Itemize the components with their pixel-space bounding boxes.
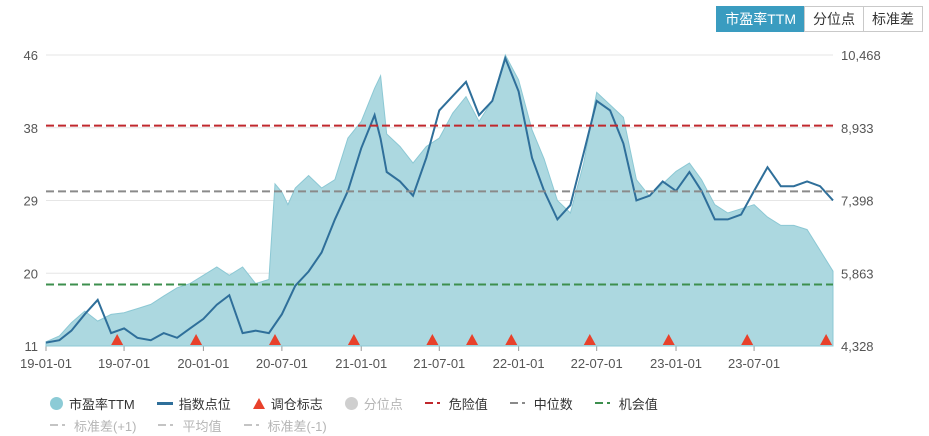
x-tick-label: 19-07-01 bbox=[98, 356, 150, 371]
y-right-tick-label: 4,328 bbox=[841, 339, 874, 354]
legend-item[interactable]: 指数点位 bbox=[156, 394, 231, 413]
rebalance-marker bbox=[662, 334, 675, 345]
legend-item[interactable]: 危险值 bbox=[424, 394, 488, 413]
rebalance-marker bbox=[268, 334, 281, 345]
y-left-tick-label: 46 bbox=[24, 48, 38, 63]
rebalance-marker bbox=[426, 334, 439, 345]
rebalance-marker bbox=[583, 334, 596, 345]
x-tick-label: 21-07-01 bbox=[413, 356, 465, 371]
legend-item[interactable]: 分位点 bbox=[344, 394, 403, 413]
chart-legend: 市盈率TTM 指数点位 调仓标志 分位点 危险值 中位数 机会值 标准差(+1) 平均值 标准差… bbox=[50, 392, 910, 436]
index-line bbox=[45, 55, 834, 344]
tab-percentile[interactable]: 分位点 bbox=[804, 6, 864, 32]
legend-item[interactable]: 中位数 bbox=[509, 394, 573, 413]
y-left-tick-label: 29 bbox=[24, 194, 38, 209]
legend-item[interactable]: 标准差(-1) bbox=[243, 416, 327, 435]
legend-label: 指数点位 bbox=[178, 396, 231, 412]
legend-label: 分位点 bbox=[363, 396, 403, 412]
legend-dot-icon bbox=[344, 396, 358, 410]
pe-ttm-area bbox=[45, 53, 834, 347]
legend-dashdot-icon bbox=[424, 402, 443, 404]
metric-toggle: 市盈率TTM 分位点 标准差 bbox=[716, 6, 923, 32]
legend-line-icon bbox=[156, 401, 173, 405]
rebalance-marker bbox=[505, 334, 518, 345]
legend-label: 机会值 bbox=[618, 396, 658, 412]
tab-std-dev[interactable]: 标准差 bbox=[863, 6, 923, 32]
x-tick-label: 23-01-01 bbox=[650, 356, 702, 371]
rebalance-marker bbox=[347, 334, 360, 345]
rebalance-marker bbox=[820, 334, 833, 345]
y-right-tick-label: 8,933 bbox=[841, 121, 874, 136]
legend-item[interactable]: 平均值 bbox=[158, 416, 222, 435]
x-tick-label: 21-01-01 bbox=[335, 356, 387, 371]
legend-label: 中位数 bbox=[533, 396, 573, 412]
legend-triangle-icon bbox=[252, 397, 265, 409]
x-tick-label: 22-01-01 bbox=[493, 356, 545, 371]
rebalance-marker bbox=[111, 334, 124, 345]
legend-item[interactable]: 市盈率TTM bbox=[50, 394, 135, 413]
legend-dashdot-icon bbox=[243, 424, 262, 426]
legend-dot-icon bbox=[50, 396, 63, 410]
tab-pe-ttm[interactable]: 市盈率TTM bbox=[716, 6, 805, 32]
legend-item[interactable]: 标准差(+1) bbox=[50, 416, 136, 435]
legend-label: 平均值 bbox=[182, 418, 222, 434]
x-tick-label: 23-07-01 bbox=[728, 356, 780, 371]
y-left-tick-label: 20 bbox=[24, 266, 38, 281]
legend-item[interactable]: 机会值 bbox=[594, 394, 658, 413]
y-left-tick-label: 38 bbox=[24, 121, 38, 136]
pe-chart: 11 4,328 20 5,863 29 7,398 38 8,933 46 10,468 19-0… bbox=[20, 48, 881, 371]
rebalance-marker bbox=[190, 334, 203, 345]
legend-label: 标准差(-1) bbox=[267, 418, 327, 434]
y-right-tick-label: 7,398 bbox=[841, 194, 874, 209]
legend-item[interactable]: 调仓标志 bbox=[252, 394, 323, 413]
legend-label: 调仓标志 bbox=[270, 396, 323, 412]
y-right-tick-label: 5,863 bbox=[841, 266, 874, 281]
legend-dashdot-icon bbox=[158, 424, 176, 426]
y-right-tick-label: 10,468 bbox=[841, 48, 881, 63]
x-tick-label: 22-07-01 bbox=[571, 356, 623, 371]
y-left-tick-label: 11 bbox=[25, 339, 39, 354]
legend-dashdot-icon bbox=[509, 402, 528, 404]
legend-dashdot-icon bbox=[50, 424, 68, 426]
x-tick-label: 19-01-01 bbox=[20, 356, 72, 371]
legend-label: 市盈率TTM bbox=[69, 396, 135, 412]
rebalance-marker bbox=[466, 334, 479, 345]
x-tick-label: 20-01-01 bbox=[177, 356, 229, 371]
legend-label: 危险值 bbox=[448, 396, 488, 412]
rebalance-marker bbox=[741, 334, 754, 345]
legend-dashdot-icon bbox=[594, 402, 613, 404]
x-tick-label: 20-07-01 bbox=[256, 356, 308, 371]
legend-label: 标准差(+1) bbox=[74, 418, 137, 434]
